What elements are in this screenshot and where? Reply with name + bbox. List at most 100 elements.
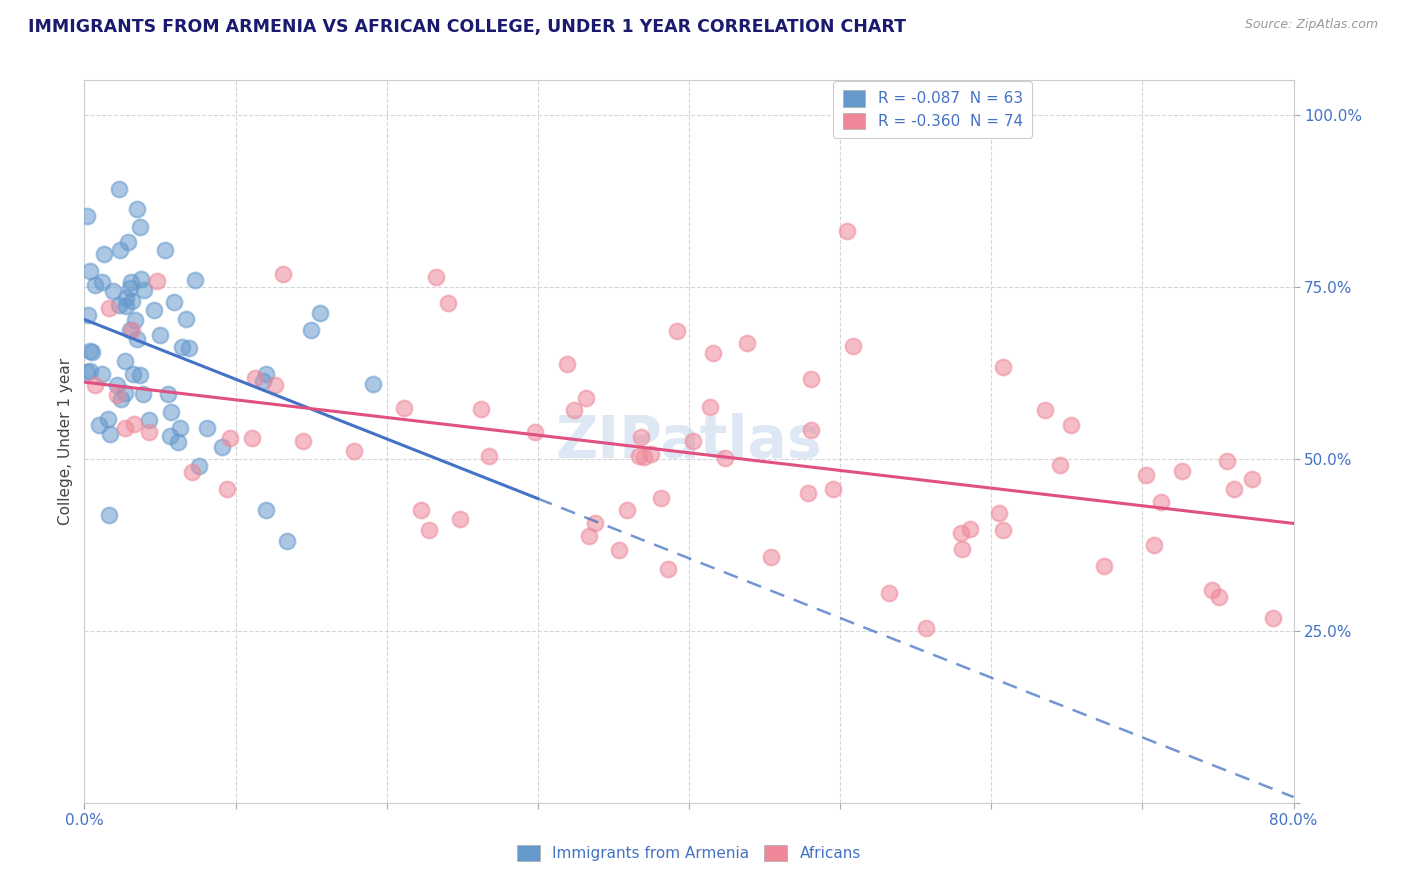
Point	[90, 368, 112, 382]
Point	[184, 273, 207, 287]
Point	[240, 431, 263, 445]
Point	[800, 372, 823, 386]
Legend: Immigrants from Armenia, Africans: Immigrants from Armenia, Africans	[510, 838, 868, 867]
Point	[114, 354, 136, 368]
Point	[797, 486, 820, 500]
Point	[254, 367, 277, 381]
Point	[575, 391, 598, 405]
Point	[118, 323, 141, 337]
Point	[657, 562, 679, 576]
Point	[271, 268, 294, 282]
Point	[633, 450, 655, 465]
Point	[1208, 591, 1230, 605]
Point	[77, 308, 100, 322]
Point	[132, 386, 155, 401]
Point	[1241, 472, 1264, 486]
Point	[1261, 610, 1284, 624]
Point	[108, 298, 131, 312]
Point	[107, 182, 129, 196]
Point	[91, 275, 114, 289]
Point	[243, 371, 266, 385]
Point	[950, 525, 973, 540]
Point	[146, 274, 169, 288]
Point	[79, 264, 101, 278]
Point	[564, 403, 586, 417]
Point	[425, 269, 447, 284]
Point	[1201, 582, 1223, 597]
Point	[1060, 417, 1083, 432]
Point	[702, 345, 724, 359]
Point	[583, 516, 606, 531]
Point	[1149, 495, 1171, 509]
Point	[578, 528, 600, 542]
Point	[394, 401, 416, 415]
Point	[607, 543, 630, 558]
Point	[470, 402, 492, 417]
Point	[1171, 464, 1194, 478]
Point	[478, 450, 501, 464]
Point	[959, 522, 981, 536]
Point	[950, 542, 973, 557]
Point	[160, 405, 183, 419]
Point	[93, 247, 115, 261]
Point	[215, 482, 238, 496]
Point	[254, 502, 277, 516]
Point	[800, 423, 823, 437]
Point	[211, 440, 233, 454]
Point	[114, 421, 136, 435]
Point	[80, 345, 103, 359]
Point	[1142, 538, 1164, 552]
Point	[124, 313, 146, 327]
Point	[97, 411, 120, 425]
Point	[142, 303, 165, 318]
Point	[630, 430, 652, 444]
Point	[276, 534, 298, 549]
Point	[252, 374, 274, 388]
Point	[179, 342, 201, 356]
Point	[159, 429, 181, 443]
Point	[991, 523, 1014, 537]
Point	[98, 301, 121, 315]
Point	[169, 421, 191, 435]
Point	[1216, 454, 1239, 468]
Point	[409, 503, 432, 517]
Point	[120, 276, 142, 290]
Point	[218, 431, 240, 445]
Point	[97, 508, 120, 522]
Point	[1049, 458, 1071, 472]
Point	[914, 621, 936, 635]
Point	[418, 523, 440, 537]
Point	[263, 378, 285, 392]
Point	[79, 363, 101, 377]
Point	[877, 586, 900, 600]
Point	[115, 299, 138, 313]
Point	[134, 283, 156, 297]
Point	[291, 434, 314, 448]
Point	[76, 365, 98, 379]
Text: IMMIGRANTS FROM ARMENIA VS AFRICAN COLLEGE, UNDER 1 YEAR CORRELATION CHART: IMMIGRANTS FROM ARMENIA VS AFRICAN COLLE…	[28, 18, 905, 36]
Point	[98, 426, 121, 441]
Point	[129, 368, 152, 382]
Point	[110, 392, 132, 407]
Point	[114, 291, 136, 305]
Point	[1223, 482, 1246, 496]
Point	[105, 377, 128, 392]
Point	[343, 443, 366, 458]
Y-axis label: College, Under 1 year: College, Under 1 year	[58, 358, 73, 525]
Text: Source: ZipAtlas.com: Source: ZipAtlas.com	[1244, 18, 1378, 31]
Point	[155, 244, 177, 258]
Point	[118, 280, 141, 294]
Point	[117, 235, 139, 249]
Point	[129, 220, 152, 235]
Point	[114, 386, 136, 401]
Point	[1135, 468, 1157, 483]
Point	[1033, 402, 1056, 417]
Point	[735, 336, 758, 351]
Point	[138, 413, 160, 427]
Point	[187, 459, 209, 474]
Point	[163, 295, 186, 310]
Point	[129, 271, 152, 285]
Point	[682, 434, 704, 448]
Point	[108, 243, 131, 257]
Point	[197, 421, 219, 435]
